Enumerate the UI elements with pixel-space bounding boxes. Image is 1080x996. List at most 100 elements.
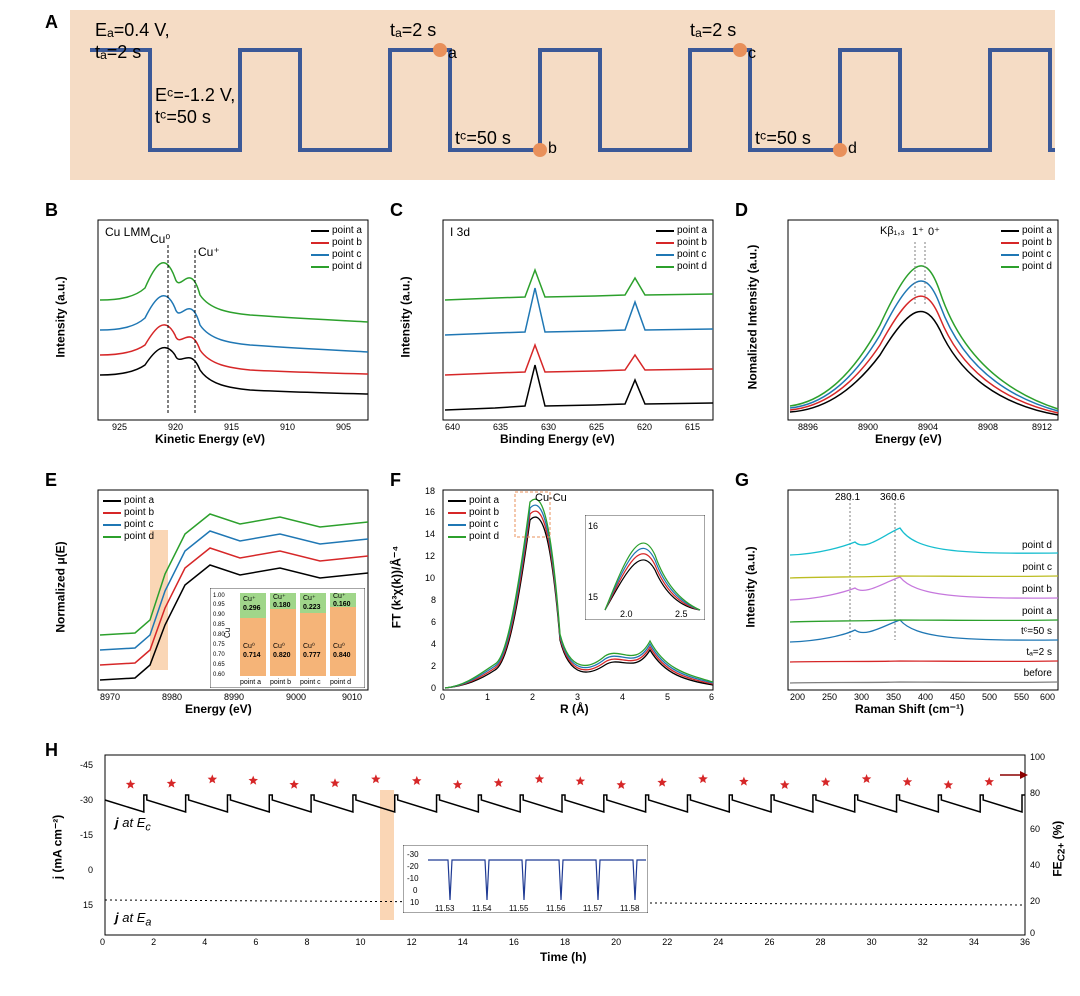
- panel-g-360: 360.6: [880, 492, 905, 503]
- marker-a: a: [448, 45, 457, 63]
- panel-d-label: D: [735, 200, 748, 221]
- svg-text:point a: point a: [240, 679, 261, 686]
- panel-d-kbeta: Kβ₁,₃: [880, 225, 905, 237]
- panel-b-legend: point a point b point c point d: [311, 225, 362, 273]
- panel-h: H -30 -20 -10 0 10 11.53 11.54 11.55: [50, 740, 1065, 980]
- panel-e-legend: point a point b point c point d: [103, 495, 154, 543]
- panel-d-legend: point a point b point c point d: [1001, 225, 1052, 273]
- svg-text:Cu⁰: Cu⁰: [333, 642, 345, 650]
- panel-d-ylabel: Nomalized Intensity (a.u.): [745, 245, 759, 390]
- panel-h-jea: j at Ea: [115, 910, 151, 929]
- svg-text:2.0: 2.0: [620, 609, 633, 619]
- panel-f-xlabel: R (Å): [560, 702, 589, 716]
- svg-text:11.55: 11.55: [509, 904, 529, 913]
- marker-c: c: [748, 45, 756, 63]
- svg-text:Cu: Cu: [223, 628, 232, 638]
- svg-text:-20: -20: [407, 862, 419, 871]
- svg-text:11.53: 11.53: [435, 904, 455, 913]
- svg-text:point d: point d: [330, 679, 351, 686]
- panel-g-label: G: [735, 470, 749, 491]
- svg-text:0.160: 0.160: [333, 601, 351, 608]
- panel-a-tc50-1: tᶜ=50 s: [455, 128, 511, 149]
- panel-a-ea-label: Eₐ=0.4 V,: [95, 20, 170, 41]
- panel-g-plot: [740, 470, 1070, 730]
- panel-h-ylabel-left: j (mA cm⁻²): [50, 815, 64, 880]
- panel-c-xlabel: Binding Energy (eV): [500, 432, 615, 446]
- panel-a-tc-label: tᶜ=50 s: [155, 107, 211, 128]
- panel-a-ta-label: tₐ=2 s: [95, 42, 141, 63]
- panel-e-label: E: [45, 470, 57, 491]
- svg-text:0.180: 0.180: [273, 602, 291, 609]
- panel-g-xlabel: Raman Shift (cm⁻¹): [855, 702, 964, 716]
- svg-text:0.777: 0.777: [303, 652, 321, 659]
- svg-text:11.56: 11.56: [546, 904, 566, 913]
- figure-root: A Eₐ=0.4 V, tₐ=2 s Eᶜ=-1.2 V, tᶜ=50 s tₐ…: [10, 10, 1070, 986]
- svg-text:0.85: 0.85: [213, 622, 225, 628]
- svg-text:0.714: 0.714: [243, 652, 261, 659]
- svg-text:11.54: 11.54: [472, 904, 492, 913]
- panel-f: F 2.0 2.5 16 15 FT (k³χ(k))/Å⁻⁴ R (Å) po…: [395, 470, 725, 730]
- svg-text:0.75: 0.75: [213, 642, 225, 648]
- panel-a-ta2-1: tₐ=2 s: [390, 20, 436, 41]
- svg-text:Cu⁺: Cu⁺: [273, 594, 286, 601]
- svg-text:0.223: 0.223: [303, 604, 321, 611]
- panel-b: B Intensity (a.u.) Kinetic Energy (eV) C…: [50, 200, 380, 460]
- panel-h-inset: -30 -20 -10 0 10 11.53 11.54 11.55 11.56…: [403, 845, 648, 913]
- svg-text:0.70: 0.70: [213, 652, 225, 658]
- panel-d-0plus: 0⁺: [928, 225, 940, 238]
- panel-g-280: 280.1: [835, 492, 860, 503]
- panel-g: G Intensity (a.u.) Raman Shift (cm⁻¹) 28…: [740, 470, 1070, 730]
- panel-a-tc50-2: tᶜ=50 s: [755, 128, 811, 149]
- panel-b-label: B: [45, 200, 58, 221]
- panel-c-legend: point a point b point c point d: [656, 225, 707, 273]
- panel-a-label: A: [45, 12, 58, 33]
- svg-text:Cu⁺: Cu⁺: [243, 596, 256, 603]
- svg-text:0: 0: [413, 886, 418, 895]
- svg-text:15: 15: [588, 592, 598, 602]
- marker-b: b: [548, 140, 557, 158]
- panel-f-inset: 2.0 2.5 16 15: [585, 515, 705, 620]
- svg-text:2.5: 2.5: [675, 609, 688, 619]
- svg-text:-10: -10: [407, 874, 419, 883]
- panel-e: E Cu⁺ 0.296 Cu⁺: [50, 470, 380, 730]
- panel-e-inset: Cu⁺ 0.296 Cu⁺ 0.180 Cu⁺ 0.223 Cu⁺ 0.160 …: [210, 588, 365, 688]
- svg-text:16: 16: [588, 521, 598, 531]
- svg-text:0.90: 0.90: [213, 612, 225, 618]
- svg-text:Cu⁰: Cu⁰: [303, 642, 315, 650]
- panel-e-xlabel: Energy (eV): [185, 702, 252, 716]
- svg-text:10: 10: [410, 898, 419, 907]
- panel-a: A Eₐ=0.4 V, tₐ=2 s Eᶜ=-1.2 V, tᶜ=50 s tₐ…: [50, 10, 1060, 180]
- panel-h-xlabel: Time (h): [540, 950, 586, 964]
- panel-d-1plus: 1⁺: [912, 225, 924, 238]
- svg-text:1.00: 1.00: [213, 593, 225, 599]
- panel-d: D Nomalized Intensity (a.u.) Energy (eV)…: [740, 200, 1070, 460]
- panel-c-ylabel: Intensity (a.u.): [399, 276, 413, 357]
- panel-e-ylabel: Normalized μ(E): [54, 541, 68, 632]
- panel-c-title: I 3d: [450, 225, 470, 239]
- panel-f-legend: point a point b point c point d: [448, 495, 499, 543]
- panel-h-ylabel-right: FEC2+ (%): [1050, 821, 1067, 877]
- svg-text:11.58: 11.58: [620, 904, 640, 913]
- panel-a-ec-label: Eᶜ=-1.2 V,: [155, 85, 235, 106]
- panel-b-xlabel: Kinetic Energy (eV): [155, 432, 265, 446]
- panel-b-cu0: Cu⁰: [150, 232, 170, 246]
- panel-c-label: C: [390, 200, 403, 221]
- svg-text:Cu⁰: Cu⁰: [243, 642, 255, 650]
- panel-h-jec: j at Ec: [115, 815, 151, 834]
- svg-text:point c: point c: [300, 679, 321, 686]
- panel-b-cuplus: Cu⁺: [198, 245, 220, 259]
- marker-d: d: [848, 140, 857, 158]
- panel-g-ylabel: Intensity (a.u.): [744, 546, 758, 627]
- svg-text:point b: point b: [270, 679, 291, 686]
- svg-text:Cu⁺: Cu⁺: [303, 595, 316, 602]
- svg-text:11.57: 11.57: [583, 904, 603, 913]
- panel-d-xlabel: Energy (eV): [875, 432, 942, 446]
- panel-b-title: Cu LMM: [105, 225, 150, 239]
- panel-f-cucu: Cu-Cu: [535, 492, 567, 504]
- svg-text:-30: -30: [407, 850, 419, 859]
- panel-f-label: F: [390, 470, 401, 491]
- svg-text:0.65: 0.65: [213, 662, 225, 668]
- svg-text:Cu⁺: Cu⁺: [333, 593, 346, 600]
- svg-text:Cu⁰: Cu⁰: [273, 642, 285, 650]
- panel-h-label: H: [45, 740, 58, 761]
